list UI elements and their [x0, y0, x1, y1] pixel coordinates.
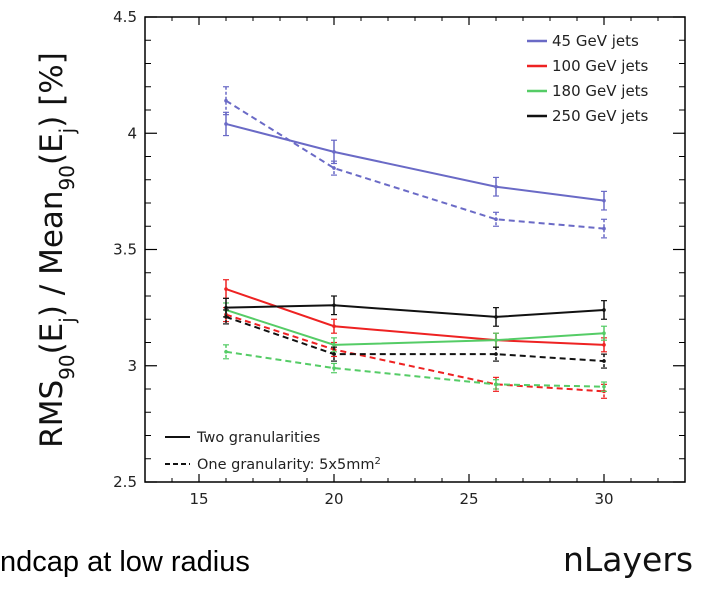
style-legend-superscript: 2	[374, 456, 380, 467]
x-tick-label: 20	[324, 490, 343, 508]
style-legend-label: One granularity: 5x5mm2	[197, 456, 381, 474]
axis-ticks: 15 20 25 30 2.5 3 3.5 4 4.5	[113, 8, 686, 508]
x-tick-label: 15	[189, 490, 208, 508]
y-axis-label: RMS90(Ej) / Mean90(Ej) [%]	[34, 52, 79, 448]
legend-label: 180 GeV jets	[552, 82, 649, 100]
series-layer	[223, 86, 607, 399]
data-point	[602, 308, 606, 312]
data-point	[494, 338, 498, 342]
series-line-0	[225, 122, 605, 202]
data-point	[224, 98, 228, 103]
y-label-subscript: 90	[55, 354, 79, 379]
data-point	[494, 315, 498, 319]
y-label-subscript: j	[55, 128, 79, 135]
y-tick-label: 4	[127, 124, 137, 142]
data-point	[602, 384, 606, 389]
x-tick-label: 30	[594, 490, 613, 508]
data-point	[494, 382, 498, 387]
series-line-5	[225, 350, 605, 388]
legend: 45 GeV jets 100 GeV jets 180 GeV jets 250 G…	[527, 32, 649, 125]
data-point	[224, 315, 228, 319]
legend-label: 250 GeV jets	[552, 107, 649, 125]
data-point	[494, 217, 498, 222]
x-tick-label: 25	[459, 490, 478, 508]
data-point	[224, 287, 228, 291]
data-point	[332, 166, 336, 170]
y-label-part: (E	[34, 133, 70, 165]
y-label-part: RMS	[34, 380, 70, 448]
plot-frame	[144, 16, 686, 483]
data-point	[602, 359, 606, 363]
series-line-6	[225, 304, 605, 318]
y-label-subscript: j	[55, 317, 79, 324]
y-label-part: ) [%]	[34, 52, 70, 128]
data-point	[332, 366, 336, 370]
series-line-2	[225, 288, 605, 346]
y-tick-label: 3.5	[113, 241, 137, 259]
data-point	[602, 331, 606, 336]
y-label-part: (E	[34, 323, 70, 355]
data-point	[224, 122, 228, 126]
y-tick-label: 3	[127, 357, 137, 375]
legend-label: 45 GeV jets	[552, 32, 639, 50]
series-line-3	[225, 313, 605, 393]
series-line-1	[225, 99, 605, 230]
data-point	[332, 150, 336, 154]
data-point	[332, 324, 336, 329]
legend-label: 100 GeV jets	[552, 57, 649, 75]
series-line-7	[225, 315, 605, 363]
data-point	[332, 343, 336, 347]
y-tick-label: 2.5	[113, 473, 137, 491]
data-point	[332, 352, 336, 356]
caption-text: ndcap at low radius	[0, 546, 250, 578]
y-tick-label: 4.5	[113, 8, 137, 26]
y-label-part: ) / Mean	[34, 190, 70, 317]
data-point	[224, 350, 228, 354]
data-point	[602, 343, 606, 347]
x-axis-label: nLayers	[563, 540, 694, 579]
style-legend-label: Two granularities	[196, 430, 320, 446]
y-label-subscript: 90	[55, 165, 79, 190]
data-point	[602, 226, 606, 231]
data-point	[602, 198, 606, 203]
data-point	[494, 184, 498, 189]
style-legend: Two granularities One granularity: 5x5mm2	[165, 430, 381, 473]
data-point	[494, 352, 498, 356]
series-line-4	[225, 308, 605, 346]
data-point	[332, 303, 336, 308]
data-point	[224, 305, 228, 310]
